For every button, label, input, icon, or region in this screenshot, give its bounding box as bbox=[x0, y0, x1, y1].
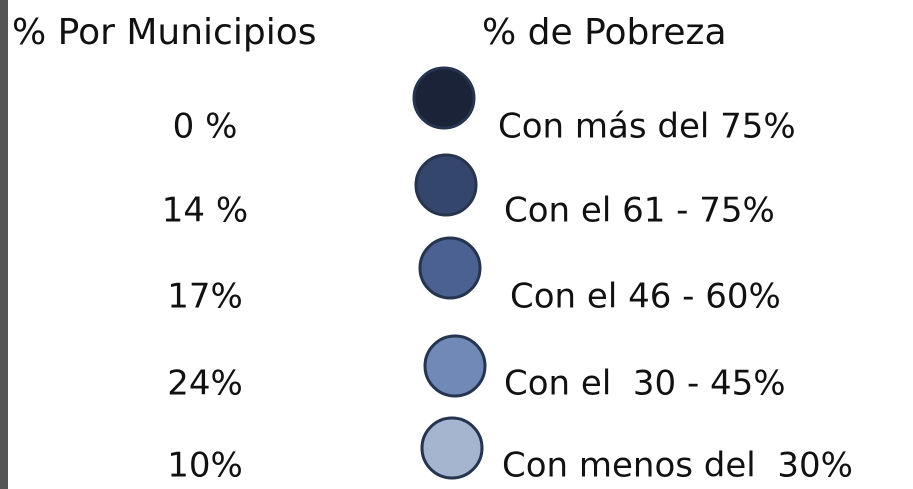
poverty-range: Con el 61 - 75% bbox=[504, 191, 775, 231]
poverty-swatch bbox=[414, 153, 478, 217]
poverty-range: Con el 30 - 45% bbox=[504, 364, 786, 404]
poverty-range: Con el 46 - 60% bbox=[510, 277, 781, 317]
header: % de Pobreza bbox=[482, 12, 727, 53]
legend-rows: 0 % Con más del 75% 14 % Con el 61 - 75% 17%… bbox=[162, 66, 853, 486]
poverty-swatch bbox=[412, 66, 476, 130]
municipios-percent: 10% bbox=[167, 446, 243, 486]
municipios-percent: 24% bbox=[167, 364, 243, 404]
poverty-swatch bbox=[418, 236, 482, 300]
municipios-percent: 0 % bbox=[173, 107, 238, 147]
poverty-range: Con más del 75% bbox=[498, 107, 796, 147]
poverty-range: Con menos del 30% bbox=[502, 446, 853, 486]
header: % Por Municipios bbox=[12, 12, 316, 53]
municipios-percent: 14 % bbox=[162, 191, 248, 231]
left-border bbox=[0, 0, 8, 489]
poverty-swatch bbox=[420, 416, 484, 480]
poverty-swatch bbox=[423, 334, 487, 398]
municipios-percent: 17% bbox=[167, 277, 243, 317]
